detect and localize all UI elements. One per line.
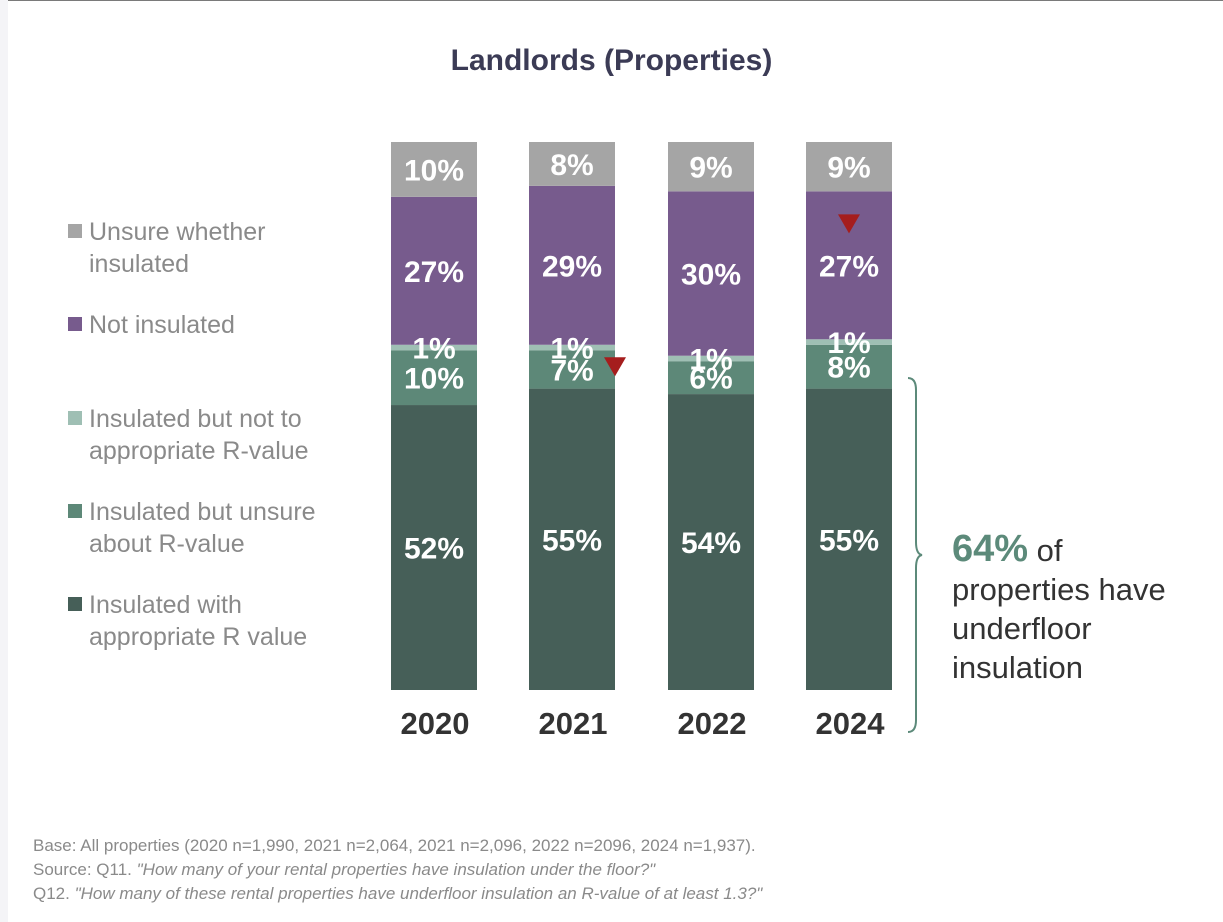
bar-2021-not-insulated — [529, 185, 615, 345]
data-label-2020-insulated-but-unsure-about-r-value: 10% — [404, 363, 464, 396]
slide-background — [8, 0, 1223, 922]
legend-label-not-appropriate: Insulated but not to appropriate R-value — [89, 405, 309, 465]
data-label-2022-unsure-whether-insulated: 9% — [689, 152, 732, 185]
bar-2020-insulated-but-not-to-appropriate-r-value — [391, 344, 477, 351]
callout-text-of: of — [1028, 533, 1063, 568]
bar-2021-unsure-whether-insulated — [529, 142, 615, 186]
legend-swatch-appropriate — [68, 597, 82, 611]
legend-label-unsure: Unsure whether insulated — [89, 218, 266, 278]
data-label-2022-insulated-but-not-to-appropriate-r-value: 1% — [689, 343, 732, 376]
data-label-2020-insulated-with-appropriate-r-value: 52% — [404, 533, 464, 566]
bar-2020-not-insulated — [391, 196, 477, 345]
bar-2021-insulated-but-unsure-about-r-value — [529, 350, 615, 389]
footnote-source-question: "How many of your rental properties have… — [136, 860, 656, 879]
bar-2024-insulated-but-unsure-about-r-value — [806, 344, 892, 389]
data-label-2024-insulated-with-appropriate-r-value: 55% — [819, 524, 879, 557]
data-label-2020-not-insulated: 27% — [404, 256, 464, 289]
callout-text-line-3: underfloor — [952, 611, 1092, 646]
data-label-2022-not-insulated: 30% — [681, 259, 741, 292]
footnote-q12-prefix: Q12. — [33, 884, 75, 903]
bar-2024-unsure-whether-insulated — [806, 142, 892, 192]
callout-brace — [907, 377, 923, 733]
footnote: Base: All properties (2020 n=1,990, 2021… — [33, 834, 762, 906]
legend-swatch-not-appropriate — [68, 411, 82, 425]
bar-2022-insulated-but-unsure-about-r-value — [668, 361, 754, 395]
bar-2024-insulated-but-not-to-appropriate-r-value — [806, 339, 892, 345]
bar-2022-not-insulated — [668, 191, 754, 356]
x-tick-label-2024: 2024 — [815, 706, 885, 741]
footnote-source-prefix: Source: Q11. — [33, 860, 137, 879]
chart-title: Landlords (Properties) — [450, 44, 773, 77]
bar-2024-insulated-with-appropriate-r-value — [806, 388, 892, 690]
legend-label-not-insulated: Not insulated — [89, 311, 235, 339]
bar-2022-insulated-with-appropriate-r-value — [668, 394, 754, 690]
bar-2022-unsure-whether-insulated — [668, 142, 754, 192]
x-tick-label-2022: 2022 — [677, 706, 747, 741]
legend-swatch-unsure — [68, 224, 82, 238]
significance-down-marker-2024 — [838, 214, 860, 234]
data-label-2024-unsure-whether-insulated: 9% — [827, 152, 870, 185]
bar-2022-insulated-but-not-to-appropriate-r-value — [668, 355, 754, 362]
footnote-base: Base: All properties (2020 n=1,990, 2021… — [33, 836, 756, 855]
data-label-2022-insulated-but-unsure-about-r-value: 6% — [689, 363, 732, 396]
footnote-q12-question: "How many of these rental properties hav… — [74, 884, 763, 903]
footnote-q12: Q12. "How many of these rental propertie… — [33, 882, 762, 906]
legend-label-appropriate: Insulated with appropriate R value — [89, 591, 308, 651]
callout-text-line-2: properties have — [952, 572, 1166, 607]
legend-label-unsure-r-value: Insulated but unsure about R-value — [89, 498, 316, 558]
data-label-2024-not-insulated: 27% — [819, 250, 879, 283]
data-label-2020-unsure-whether-insulated: 10% — [404, 154, 464, 187]
data-label-2020-insulated-but-not-to-appropriate-r-value: 1% — [412, 333, 455, 366]
bar-2021-insulated-with-appropriate-r-value — [529, 388, 615, 690]
x-tick-label-2020: 2020 — [400, 706, 470, 741]
legend-swatch-not-insulated — [68, 317, 82, 331]
data-label-2024-insulated-but-not-to-appropriate-r-value: 1% — [827, 327, 870, 360]
callout: 64% of properties have underfloor insula… — [952, 530, 1212, 687]
callout-percentage: 64% — [952, 528, 1029, 570]
data-label-2021-insulated-but-not-to-appropriate-r-value: 1% — [550, 333, 593, 366]
bar-2020-insulated-with-appropriate-r-value — [391, 405, 477, 690]
data-label-2022-insulated-with-appropriate-r-value: 54% — [681, 527, 741, 560]
data-label-2021-insulated-but-unsure-about-r-value: 7% — [550, 354, 593, 387]
bar-2020-unsure-whether-insulated — [391, 142, 477, 197]
significance-down-marker-2021 — [604, 357, 626, 377]
data-label-2021-not-insulated: 29% — [542, 250, 602, 283]
bar-2020-insulated-but-unsure-about-r-value — [391, 350, 477, 406]
data-label-2024-insulated-but-unsure-about-r-value: 8% — [827, 352, 870, 385]
bar-2021-insulated-but-not-to-appropriate-r-value — [529, 344, 615, 351]
legend-swatch-unsure-r-value — [68, 504, 82, 518]
callout-text-line-4: insulation — [952, 650, 1083, 685]
footnote-source-q11: Source: Q11. "How many of your rental pr… — [33, 858, 762, 882]
x-tick-label-2021: 2021 — [538, 706, 608, 741]
data-label-2021-insulated-with-appropriate-r-value: 55% — [542, 524, 602, 557]
data-label-2021-unsure-whether-insulated: 8% — [550, 149, 593, 182]
